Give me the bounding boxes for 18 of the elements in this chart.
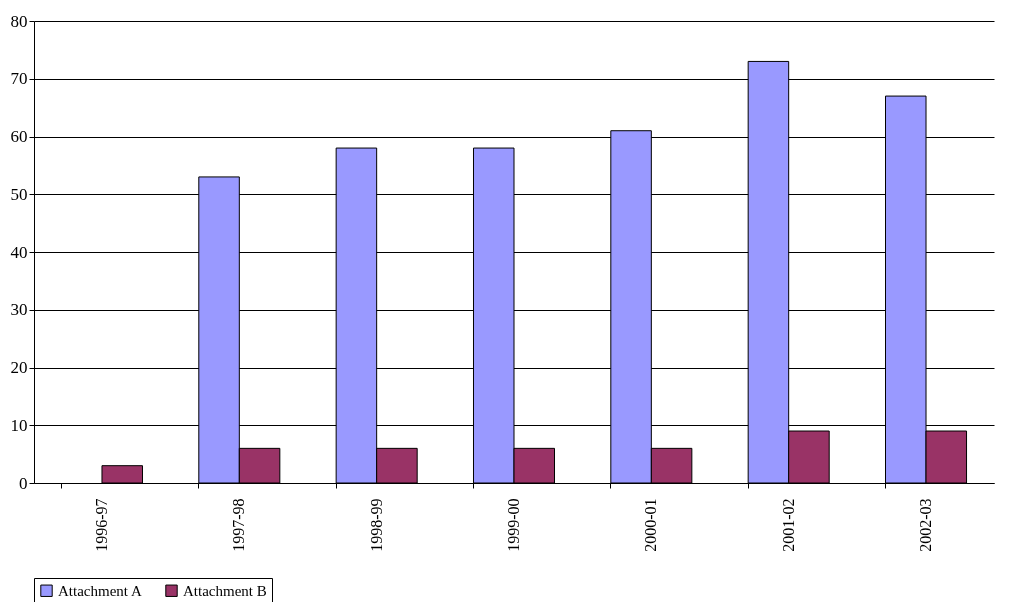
x-tick-label: 1998-99 xyxy=(367,498,385,552)
y-tick-label: 0 xyxy=(19,473,28,493)
y-tick-label: 30 xyxy=(10,300,28,320)
y-tick-label: 80 xyxy=(10,11,28,31)
y-tick-label: 70 xyxy=(10,69,28,89)
x-tick-label: 2000-01 xyxy=(642,498,660,552)
x-tick-label: 2001-02 xyxy=(779,498,797,552)
x-tick-label: 2002-03 xyxy=(917,498,935,552)
x-tick-label: 1999-00 xyxy=(505,498,522,552)
legend-label: Attachment A xyxy=(58,582,142,599)
x-tick-label: 1997-98 xyxy=(230,498,248,552)
y-tick-label: 60 xyxy=(10,127,28,146)
y-tick-label: 40 xyxy=(10,242,28,262)
y-tick-label: 10 xyxy=(10,415,28,435)
legend-label: Attachment B xyxy=(183,582,267,599)
y-tick-label: 20 xyxy=(10,358,28,377)
y-tick-label: 50 xyxy=(10,184,28,204)
x-tick-label: 1996-97 xyxy=(92,498,110,552)
